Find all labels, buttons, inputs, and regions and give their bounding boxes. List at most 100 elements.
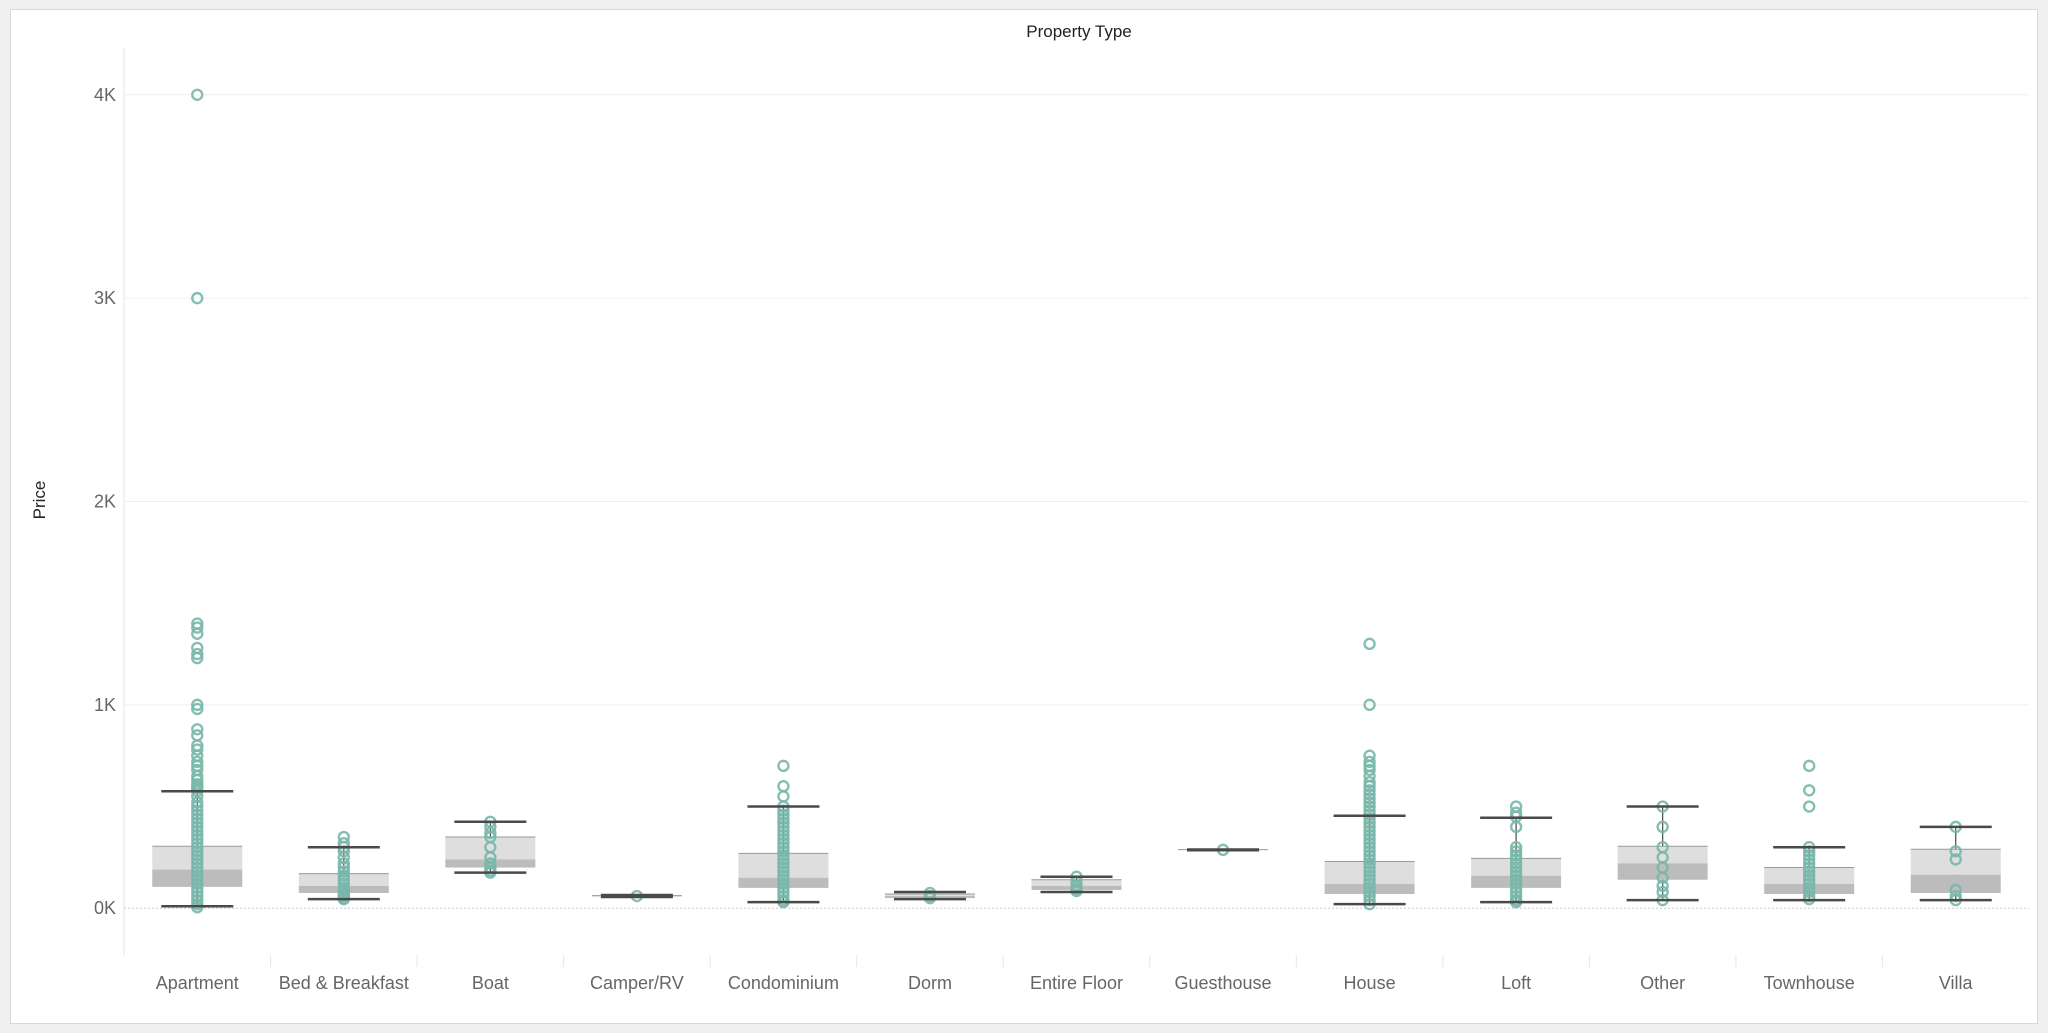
data-point (1363, 889, 1376, 903)
data-point (1656, 879, 1669, 893)
data-point (1802, 873, 1816, 886)
y-tick-label: 1K (94, 695, 116, 715)
data-point (191, 824, 204, 838)
data-point (1802, 759, 1816, 773)
chart-title: Property Type (1026, 22, 1132, 41)
data-point (1509, 820, 1523, 834)
data-point (777, 865, 790, 878)
data-point (191, 755, 204, 769)
box-upper (445, 837, 536, 860)
data-point (337, 857, 351, 870)
data-point (191, 869, 204, 882)
y-tick-label: 2K (94, 492, 116, 512)
data-point (1363, 857, 1376, 870)
data-point (1802, 849, 1816, 862)
data-point (777, 808, 790, 821)
data-point (191, 881, 204, 895)
data-point (191, 877, 204, 891)
data-point (191, 849, 204, 862)
data-point (191, 291, 204, 305)
data-point (191, 804, 204, 817)
data-point (1363, 816, 1376, 830)
x-category-label: Apartment (156, 973, 239, 993)
data-point (1363, 637, 1376, 651)
x-category-label: Bed & Breakfast (279, 973, 409, 993)
data-point (191, 88, 204, 101)
data-point (1802, 800, 1816, 813)
data-point (1363, 869, 1376, 882)
x-category-label: Other (1640, 973, 1685, 993)
data-point (191, 841, 204, 854)
box-upper (1910, 849, 2001, 875)
data-point (1509, 873, 1523, 886)
data-point (777, 759, 790, 773)
data-point (777, 869, 790, 882)
data-point (1363, 780, 1376, 793)
data-point (191, 647, 204, 661)
data-point (1802, 857, 1816, 870)
data-point (1509, 841, 1523, 854)
data-point (777, 820, 790, 834)
data-point (1802, 865, 1816, 878)
data-point (1363, 792, 1376, 805)
y-tick-label: 0K (94, 898, 116, 918)
data-point (1802, 853, 1816, 866)
data-point (191, 723, 204, 736)
data-point (777, 828, 790, 842)
data-point (191, 702, 204, 716)
data-point (191, 836, 204, 850)
data-point (1363, 763, 1376, 777)
data-point (191, 627, 204, 640)
data-point (1363, 796, 1376, 809)
data-point (1802, 885, 1816, 899)
data-point (777, 824, 790, 838)
data-point (777, 849, 790, 862)
x-category-label: Camper/RV (590, 973, 684, 993)
data-point (1363, 820, 1376, 834)
data-point (777, 836, 790, 850)
plot-area: 0K 1K 2K 3K 4K Apartment Bed & Breakfast Boat Ca… (94, 48, 2029, 993)
box-upper (884, 893, 975, 897)
data-point (1363, 832, 1376, 846)
data-point (1363, 865, 1376, 878)
data-point (777, 857, 790, 870)
data-point (191, 621, 204, 634)
data-point (1363, 828, 1376, 842)
data-point (1363, 812, 1376, 825)
x-category-label: Loft (1501, 973, 1531, 993)
x-category-label: Guesthouse (1174, 973, 1271, 993)
data-point (191, 812, 204, 825)
data-point (1509, 881, 1523, 895)
x-category-label: House (1344, 973, 1396, 993)
data-point (1363, 784, 1376, 797)
data-point (777, 816, 790, 830)
data-point (337, 869, 351, 882)
data-point (1363, 836, 1376, 850)
data-point (777, 873, 790, 886)
data-point (777, 881, 790, 895)
data-point (1656, 885, 1669, 899)
data-point (1363, 841, 1376, 854)
data-point (1363, 775, 1376, 789)
data-point (1363, 800, 1376, 813)
box-plot-chart: Property Type Price 0K 1K 2K 3K 4K Apartment B… (30, 22, 2029, 993)
data-point (777, 861, 790, 874)
data-point (1509, 869, 1523, 882)
data-point (1802, 869, 1816, 882)
data-point (1363, 885, 1376, 899)
data-point (1656, 820, 1669, 834)
data-point (337, 865, 351, 878)
y-axis-label: Price (30, 481, 49, 520)
data-point (777, 832, 790, 846)
x-category-label: Boat (472, 973, 509, 993)
data-point (777, 845, 790, 858)
data-point (1363, 881, 1376, 895)
chart-frame: Property Type Price 0K 1K 2K 3K 4K Apartment B… (10, 9, 2038, 1024)
data-point (1363, 845, 1376, 858)
data-point (777, 812, 790, 825)
data-point (191, 885, 204, 899)
data-point (1656, 871, 1669, 884)
data-point (1363, 698, 1376, 712)
data-point (191, 828, 204, 842)
x-category-label: Dorm (908, 973, 952, 993)
